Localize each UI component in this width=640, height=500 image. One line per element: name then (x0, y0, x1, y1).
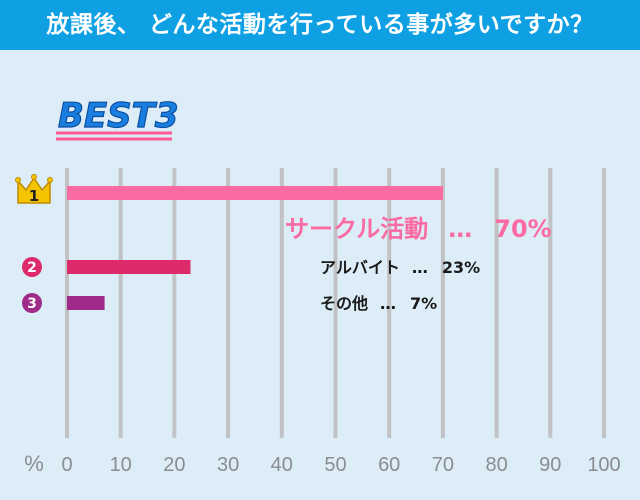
rank-number: 3 (27, 296, 37, 312)
bar-label-2: アルバイト… 23% (320, 258, 480, 277)
x-tick-label: 80 (485, 454, 507, 476)
best3-label: BEST3 (58, 96, 178, 136)
bar-3 (67, 296, 105, 310)
x-tick-label: 0 (61, 454, 72, 476)
bar-label-3: その他… 7% (320, 294, 437, 313)
x-tick-label: 40 (271, 454, 293, 476)
rank-3-icon: 3 (22, 293, 42, 313)
rank-number: 1 (29, 187, 39, 205)
page-title: 放課後、 どんな活動を行っている事が多いですか？ (0, 0, 640, 50)
bar-1 (67, 186, 443, 200)
x-tick-label: 20 (163, 454, 185, 476)
bar-2 (67, 260, 191, 274)
rank-number: 2 (27, 260, 37, 276)
best3-badge: BEST3 (56, 95, 179, 141)
rank-2-icon: 2 (22, 257, 42, 277)
x-tick-label: 30 (217, 454, 239, 476)
x-tick-label: 70 (432, 454, 454, 476)
x-tick-label: 50 (324, 454, 346, 476)
x-tick-label: 10 (110, 454, 132, 476)
crown-icon: 1 (15, 174, 53, 205)
unit-label: % (24, 451, 44, 476)
x-tick-label: 60 (378, 454, 400, 476)
x-tick-label: 90 (539, 454, 561, 476)
x-tick-label: 100 (587, 454, 620, 476)
bar-label-1: サークル活動… 70% (285, 215, 552, 243)
